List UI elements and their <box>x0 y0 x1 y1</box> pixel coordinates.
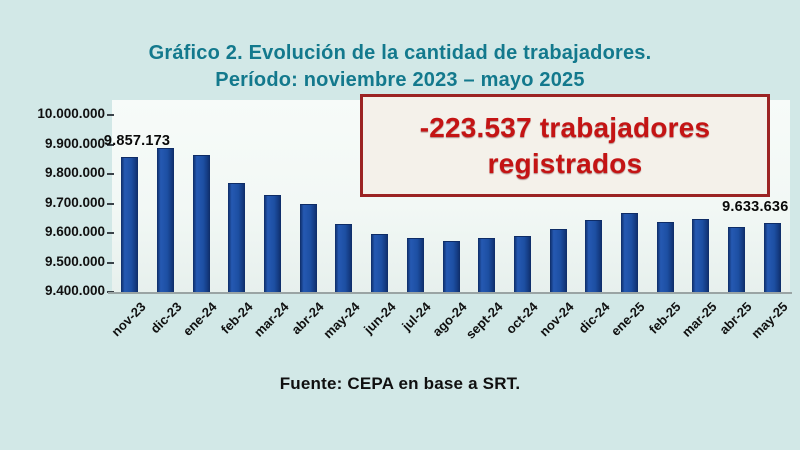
chart-title: Gráfico 2. Evolución de la cantidad de t… <box>148 42 652 64</box>
annotation-line2: registrados <box>487 147 643 179</box>
bar <box>727 227 745 293</box>
bar <box>228 183 246 293</box>
annotation-line1: -223.537 trabajadores <box>419 111 711 143</box>
y-axis-tick-label: 9.900.000 <box>44 135 105 151</box>
y-axis-tick-label: 9.400.000 <box>44 283 105 298</box>
y-axis-tick-label: 9.600.000 <box>44 224 105 239</box>
bar <box>406 238 424 293</box>
bar <box>157 148 175 293</box>
bar <box>585 220 603 293</box>
bar <box>192 155 210 293</box>
last-bar-value-label: 9.633.636 <box>722 199 789 215</box>
bar <box>656 222 674 293</box>
x-axis-line <box>108 292 792 294</box>
bar <box>620 213 638 293</box>
annotation-box: -223.537 trabajadores registrados <box>360 94 770 197</box>
y-axis-tick-mark <box>107 173 114 175</box>
bar <box>549 229 567 293</box>
chart-header: Gráfico 2. Evolución de la cantidad de t… <box>0 40 800 94</box>
bar <box>763 223 781 293</box>
y-axis-tick-mark <box>107 114 114 116</box>
y-axis-tick-mark <box>107 261 114 264</box>
bar <box>371 234 389 293</box>
y-axis-tick-label: 9.800.000 <box>44 165 105 180</box>
bar <box>478 238 496 293</box>
first-bar-value-label: 9.857.173 <box>103 133 171 149</box>
bar <box>442 241 460 293</box>
y-axis-tick-label: 9.500.000 <box>44 253 105 269</box>
bar <box>513 236 531 293</box>
y-axis-tick-label: 10.000.000 <box>37 106 105 121</box>
bar <box>299 204 317 293</box>
y-axis-tick-mark <box>107 143 114 146</box>
bar <box>335 224 353 293</box>
source-note: Fuente: CEPA en base a SRT. <box>279 374 521 393</box>
bar <box>692 219 710 293</box>
y-axis-tick-mark <box>107 202 114 205</box>
y-axis-tick-label: 9.700.000 <box>44 194 105 210</box>
bar <box>121 157 139 293</box>
y-axis-tick-mark <box>107 232 114 234</box>
chart-subtitle: Período: noviembre 2023 – mayo 2025 <box>215 69 585 91</box>
bar <box>264 195 282 293</box>
